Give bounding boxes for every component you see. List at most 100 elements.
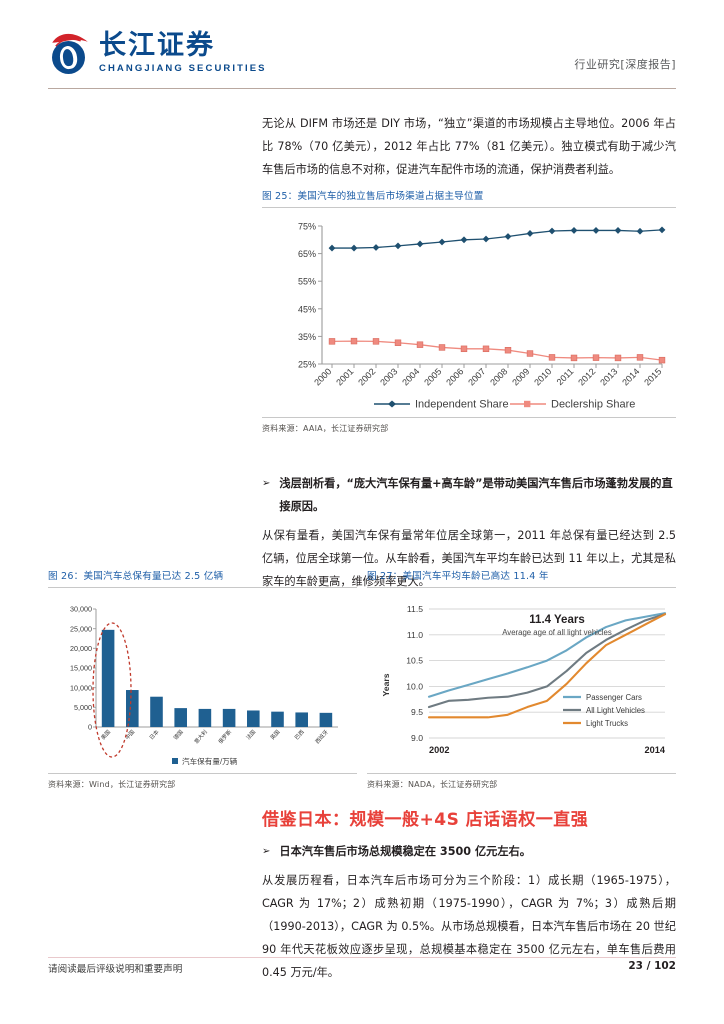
- data-point-marker: [416, 240, 424, 248]
- bar-法国: [247, 710, 260, 727]
- figure-25-legend: Independent Share Declership Share: [374, 399, 635, 411]
- svg-text:15,000: 15,000: [70, 664, 92, 673]
- data-point-marker: [482, 235, 490, 243]
- svg-text:10.5: 10.5: [406, 656, 423, 666]
- figure-26-x-labels: 美国 中国 日本 德国 意大利 俄罗斯 法国 英国 巴西 西班牙: [99, 728, 330, 746]
- svg-text:30,000: 30,000: [70, 605, 92, 614]
- bar-美国: [101, 629, 115, 727]
- bar-德国: [174, 708, 187, 727]
- x-axis-group: 2000 2001 2002 2003 2004 2005 2006 2007 …: [312, 363, 663, 388]
- svg-text:Independent Share: Independent Share: [415, 399, 509, 411]
- svg-text:0: 0: [88, 723, 92, 732]
- figure-25-chart: 75% 65% 55% 45% 35% 25%: [262, 214, 676, 414]
- figure-26-frame: 30,000 25,000 20,000 15,000 10,000 5,000…: [48, 587, 357, 774]
- legend-label: All Light Vehicles: [586, 706, 645, 715]
- bullet-item-1-text: 浅层剖析看，“庞大汽车保有量+高车龄”是带动美国汽车售后市场蓬勃发展的直接原因。: [279, 477, 673, 513]
- svg-text:2003: 2003: [378, 366, 399, 387]
- data-point-marker: [526, 230, 534, 237]
- figure-26-caption: 图 26：美国汽车总保有量已达 2.5 亿辆: [48, 571, 224, 582]
- figure-25-source: 资料来源：AAIA，长江证券研究部: [262, 424, 389, 433]
- bar-label: 意大利: [192, 728, 209, 745]
- bullet-item-2: ➢ 日本汽车售后市场总规模稳定在 3500 亿元左右。: [262, 840, 676, 863]
- svg-text:2012: 2012: [576, 366, 597, 387]
- data-point-marker: [570, 227, 578, 234]
- bar-label: 德国: [172, 728, 185, 741]
- data-point-marker: [504, 347, 512, 354]
- svg-text:2015: 2015: [642, 366, 663, 387]
- figure-27-inline-subtitle: Average age of all light vehicles: [502, 628, 612, 637]
- svg-text:20,000: 20,000: [70, 644, 92, 653]
- bar-label: 日本: [147, 728, 161, 742]
- figure-25-series: [328, 226, 666, 364]
- svg-text:10.0: 10.0: [406, 681, 423, 691]
- svg-text:2000: 2000: [312, 366, 333, 387]
- svg-text:2010: 2010: [532, 366, 553, 387]
- footer-divider: [48, 957, 676, 958]
- market-share-line-chart: 75% 65% 55% 45% 35% 25%: [298, 222, 666, 411]
- data-point-marker: [548, 227, 556, 235]
- footer-disclaimer: 请阅读最后评级说明和重要声明: [48, 964, 183, 975]
- figure-26-source: 资料来源：Wind，长江证券研究部: [48, 780, 176, 789]
- data-point-marker: [350, 244, 358, 252]
- bar-西班牙: [319, 712, 333, 727]
- bullet-item-1: ➢ 浅层剖析看，“庞大汽车保有量+高车龄”是带动美国汽车售后市场蓬勃发展的直接原…: [262, 472, 676, 518]
- svg-text:10,000: 10,000: [70, 683, 92, 692]
- bullet-item-2-text: 日本汽车售后市场总规模稳定在 3500 亿元左右。: [279, 845, 531, 858]
- data-point-marker: [394, 339, 402, 346]
- svg-text:2009: 2009: [510, 366, 531, 387]
- legend-label: Passenger Cars: [586, 693, 642, 702]
- data-point-marker: [592, 227, 600, 234]
- figure-25-frame: 75% 65% 55% 45% 35% 25%: [262, 207, 676, 418]
- figure-27: 图 27：美国汽车平均车龄已高达 11.4 年: [367, 568, 676, 790]
- bottom-text-block: ➢ 日本汽车售后市场总规模稳定在 3500 亿元左右。 从发展历程看，日本汽车后…: [262, 840, 676, 986]
- svg-text:5,000: 5,000: [74, 703, 92, 712]
- data-point-marker: [372, 244, 380, 251]
- bar-俄罗斯: [222, 708, 236, 727]
- svg-text:2002: 2002: [429, 745, 449, 755]
- changjiang-securities-logo: 长江证券 CHANGJIANG SECURITIES: [48, 30, 267, 76]
- x-axis-labels: 2002 2014: [429, 745, 666, 755]
- logo-text-cn: 长江证券: [99, 30, 215, 62]
- section-heading: 借鉴日本：规模一般+4S 店话语权一直强: [262, 810, 589, 830]
- bar-日本: [150, 696, 163, 727]
- page-header: 长江证券 CHANGJIANG SECURITIES 行业研究[深度报告]: [0, 0, 724, 92]
- bar-label: 法国: [244, 728, 257, 741]
- data-point-marker: [372, 338, 380, 345]
- highlight-ellipse-icon: [92, 622, 132, 758]
- figure-27-series: [427, 612, 667, 719]
- svg-text:2004: 2004: [400, 366, 421, 387]
- svg-text:75%: 75%: [298, 222, 316, 232]
- bar-英国: [271, 711, 284, 727]
- data-point-marker: [482, 345, 490, 353]
- bar-中国: [126, 690, 139, 727]
- data-point-marker: [548, 354, 556, 361]
- svg-text:2011: 2011: [555, 366, 576, 387]
- logo-text-en: CHANGJIANG SECURITIES: [99, 62, 267, 74]
- data-point-marker: [394, 242, 402, 250]
- svg-text:2008: 2008: [488, 366, 509, 387]
- figure-27-frame: 11.5 11.0 10.5 10.0 9.5 9.0 Years 2002 2…: [367, 587, 676, 774]
- svg-text:2013: 2013: [598, 366, 619, 387]
- header-divider: [48, 88, 676, 89]
- y-axis-labels: 11.5 11.0 10.5 10.0 9.5 9.0: [406, 604, 423, 743]
- svg-text:2005: 2005: [422, 366, 443, 387]
- figure-27-source: 资料来源：NADA，长江证券研究部: [367, 780, 498, 789]
- bar-label: 美国: [99, 728, 112, 741]
- data-point-marker: [460, 345, 468, 353]
- data-point-marker: [416, 341, 424, 348]
- mid-text-block: ➢ 浅层剖析看，“庞大汽车保有量+高车龄”是带动美国汽车售后市场蓬勃发展的直接原…: [262, 472, 676, 595]
- figure-26: 图 26：美国汽车总保有量已达 2.5 亿辆 30,000 25,000 20,…: [48, 568, 357, 790]
- svg-text:25%: 25%: [298, 360, 316, 370]
- figure-row: 图 26：美国汽车总保有量已达 2.5 亿辆 30,000 25,000 20,…: [48, 568, 676, 790]
- report-type-label: 行业研究[深度报告]: [574, 58, 676, 71]
- figure-26-chart: 30,000 25,000 20,000 15,000 10,000 5,000…: [48, 593, 357, 771]
- intro-paragraph-block: 无论从 DIFM 市场还是 DIY 市场，“独立”渠道的市场规模占主导地位。20…: [262, 112, 676, 183]
- svg-text:11.5: 11.5: [407, 604, 423, 614]
- figure-27-legend: Passenger Cars All Light Vehicles Light Tr…: [563, 693, 645, 728]
- paragraph-2: 从保有量看，美国汽车保有量常年位居全球第一，2011 年总保有量已经达到 2.5…: [262, 529, 676, 588]
- data-point-marker: [658, 226, 666, 234]
- figure-26-bars: [101, 629, 333, 727]
- bar-意大利: [198, 708, 212, 727]
- bar-巴西: [295, 712, 308, 727]
